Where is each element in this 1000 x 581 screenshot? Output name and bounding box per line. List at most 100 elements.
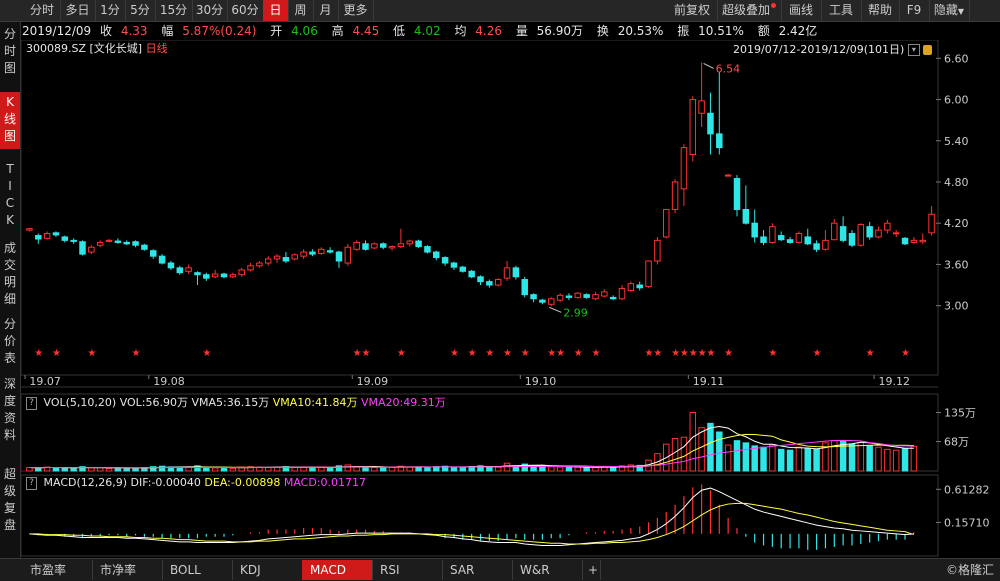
event-star-icon: ★ — [132, 348, 141, 359]
left-nav-char: 超 — [3, 467, 16, 481]
candle-body — [450, 262, 458, 268]
period-tab-2[interactable]: 1分 — [95, 0, 126, 21]
candle-body — [822, 239, 829, 250]
candle-body — [548, 298, 555, 305]
event-star-icon: ★ — [503, 348, 512, 359]
volume-bar — [884, 448, 891, 472]
candle-body — [415, 240, 422, 248]
candle-body — [52, 232, 60, 236]
indicator-tab-3[interactable]: KDJ — [232, 560, 303, 580]
volume-bar — [901, 447, 909, 472]
volume-bar — [158, 465, 166, 472]
candle-body — [884, 222, 891, 231]
event-star-icon: ★ — [547, 348, 556, 359]
left-nav-5[interactable]: 深度资料 — [0, 374, 20, 448]
candle-body — [751, 222, 758, 238]
stock-title: 300089.SZ [文化长城] 日线 — [26, 42, 168, 56]
period-tab-3[interactable]: 5分 — [125, 0, 156, 21]
lock-icon[interactable] — [923, 45, 933, 55]
period-tab-5[interactable]: 30分 — [192, 0, 228, 21]
adjust-button-label: 前复权 — [673, 3, 710, 17]
help-icon[interactable]: ? — [26, 396, 37, 410]
event-star-icon: ★ — [866, 348, 875, 359]
left-nav-char: 盘 — [3, 518, 16, 532]
volume-bar — [450, 466, 458, 472]
candle-body — [105, 239, 113, 242]
volume-bar — [848, 443, 856, 472]
period-tab-8[interactable]: 周 — [288, 0, 314, 21]
adjust-button[interactable]: 前复权 — [667, 0, 718, 21]
indicator-tab-bar: 市盈率 市净率 BOLL KDJ MACD RSI SAR W&R + — [0, 558, 1000, 581]
overlay-button[interactable]: 超级叠加 — [717, 0, 782, 21]
period-tab-0[interactable]: 分时 — [24, 0, 61, 21]
dea-line — [29, 502, 915, 545]
indicator-tab-1[interactable]: 市净率 — [92, 560, 163, 580]
candle-body — [565, 295, 573, 298]
indicator-tab-7[interactable]: W&R — [512, 560, 583, 580]
x-tick-label: 19.09 — [357, 375, 389, 388]
volume-bar — [123, 467, 130, 472]
left-nav-char: 时 — [3, 44, 16, 58]
y-tick-label: 6.00 — [944, 94, 969, 107]
left-nav-char: 价 — [3, 334, 16, 348]
candle-body — [141, 244, 148, 250]
event-star-icon: ★ — [468, 348, 477, 359]
left-nav-0[interactable]: 分时图 — [0, 24, 20, 81]
hide-button[interactable]: 隐藏▼ — [929, 0, 970, 21]
volume-bar — [813, 448, 820, 472]
volume-bar — [70, 467, 77, 472]
indicator-tab-6[interactable]: SAR — [442, 560, 513, 580]
candle-body — [158, 255, 166, 264]
candle-body — [707, 112, 714, 135]
period-tab-4[interactable]: 15分 — [155, 0, 193, 21]
candle-body — [654, 239, 661, 262]
period-tab-6[interactable]: 60分 — [227, 0, 264, 21]
candle-body — [627, 283, 635, 292]
left-nav-6[interactable]: 超级复盘 — [0, 464, 20, 538]
help-icon[interactable]: ? — [26, 476, 37, 490]
left-nav-char: 级 — [3, 484, 16, 498]
draw-button[interactable]: 画线 — [781, 0, 822, 21]
tools-button[interactable]: 工具 — [821, 0, 862, 21]
candle-body — [733, 178, 741, 210]
candle-body — [724, 174, 732, 177]
indicator-tab-0[interactable]: 市盈率 — [22, 560, 93, 580]
candle-body — [716, 133, 723, 149]
chart-area[interactable]: 6.60 6.00 5.40 4.80 4.20 3.60 3.00 19.07 19.08 19… — [21, 40, 1000, 558]
indicator-tab-5[interactable]: RSI — [372, 560, 443, 580]
add-tab-button[interactable]: + — [584, 560, 601, 580]
period-tab-10[interactable]: 更多 — [338, 0, 374, 21]
volume-bar — [777, 448, 785, 472]
help-button[interactable]: 帮助 — [861, 0, 900, 21]
indicator-tab-4[interactable]: MACD — [302, 560, 373, 580]
dropdown-icon[interactable]: ▾ — [907, 44, 920, 56]
dea-value: DEA:-0.00898 — [204, 476, 281, 489]
volume-bar — [609, 467, 617, 472]
volume-bar — [689, 412, 697, 472]
left-nav-3[interactable]: 成交明细 — [0, 238, 20, 312]
volume-bar — [724, 444, 732, 472]
period-tab-7[interactable]: 日 — [263, 0, 289, 21]
max-price-label: 6.54 — [716, 62, 741, 75]
event-star-icon: ★ — [556, 348, 565, 359]
volume-bar — [910, 445, 918, 472]
volume-bar — [627, 464, 635, 472]
left-nav-4[interactable]: 分价表 — [0, 314, 20, 371]
volume-bar — [733, 440, 741, 472]
candle-body — [521, 279, 528, 296]
volume-bar — [892, 449, 900, 472]
quote-date: 2019/12/09 — [22, 24, 92, 38]
candle-body — [901, 237, 909, 245]
indicator-tab-2[interactable]: BOLL — [162, 560, 233, 580]
event-star-icon: ★ — [34, 348, 43, 359]
volume-bar — [716, 431, 723, 472]
volume-bar — [264, 467, 272, 472]
f9-button[interactable]: F9 — [899, 0, 930, 21]
volume-legend: ? VOL(5,10,20) VOL:56.90万 VMA5:36.15万 VM… — [26, 396, 446, 410]
period-tab-9[interactable]: 月 — [313, 0, 339, 21]
candle-body — [928, 213, 935, 234]
period-tab-1[interactable]: 多日 — [60, 0, 96, 21]
left-nav-char: 明 — [3, 275, 16, 289]
